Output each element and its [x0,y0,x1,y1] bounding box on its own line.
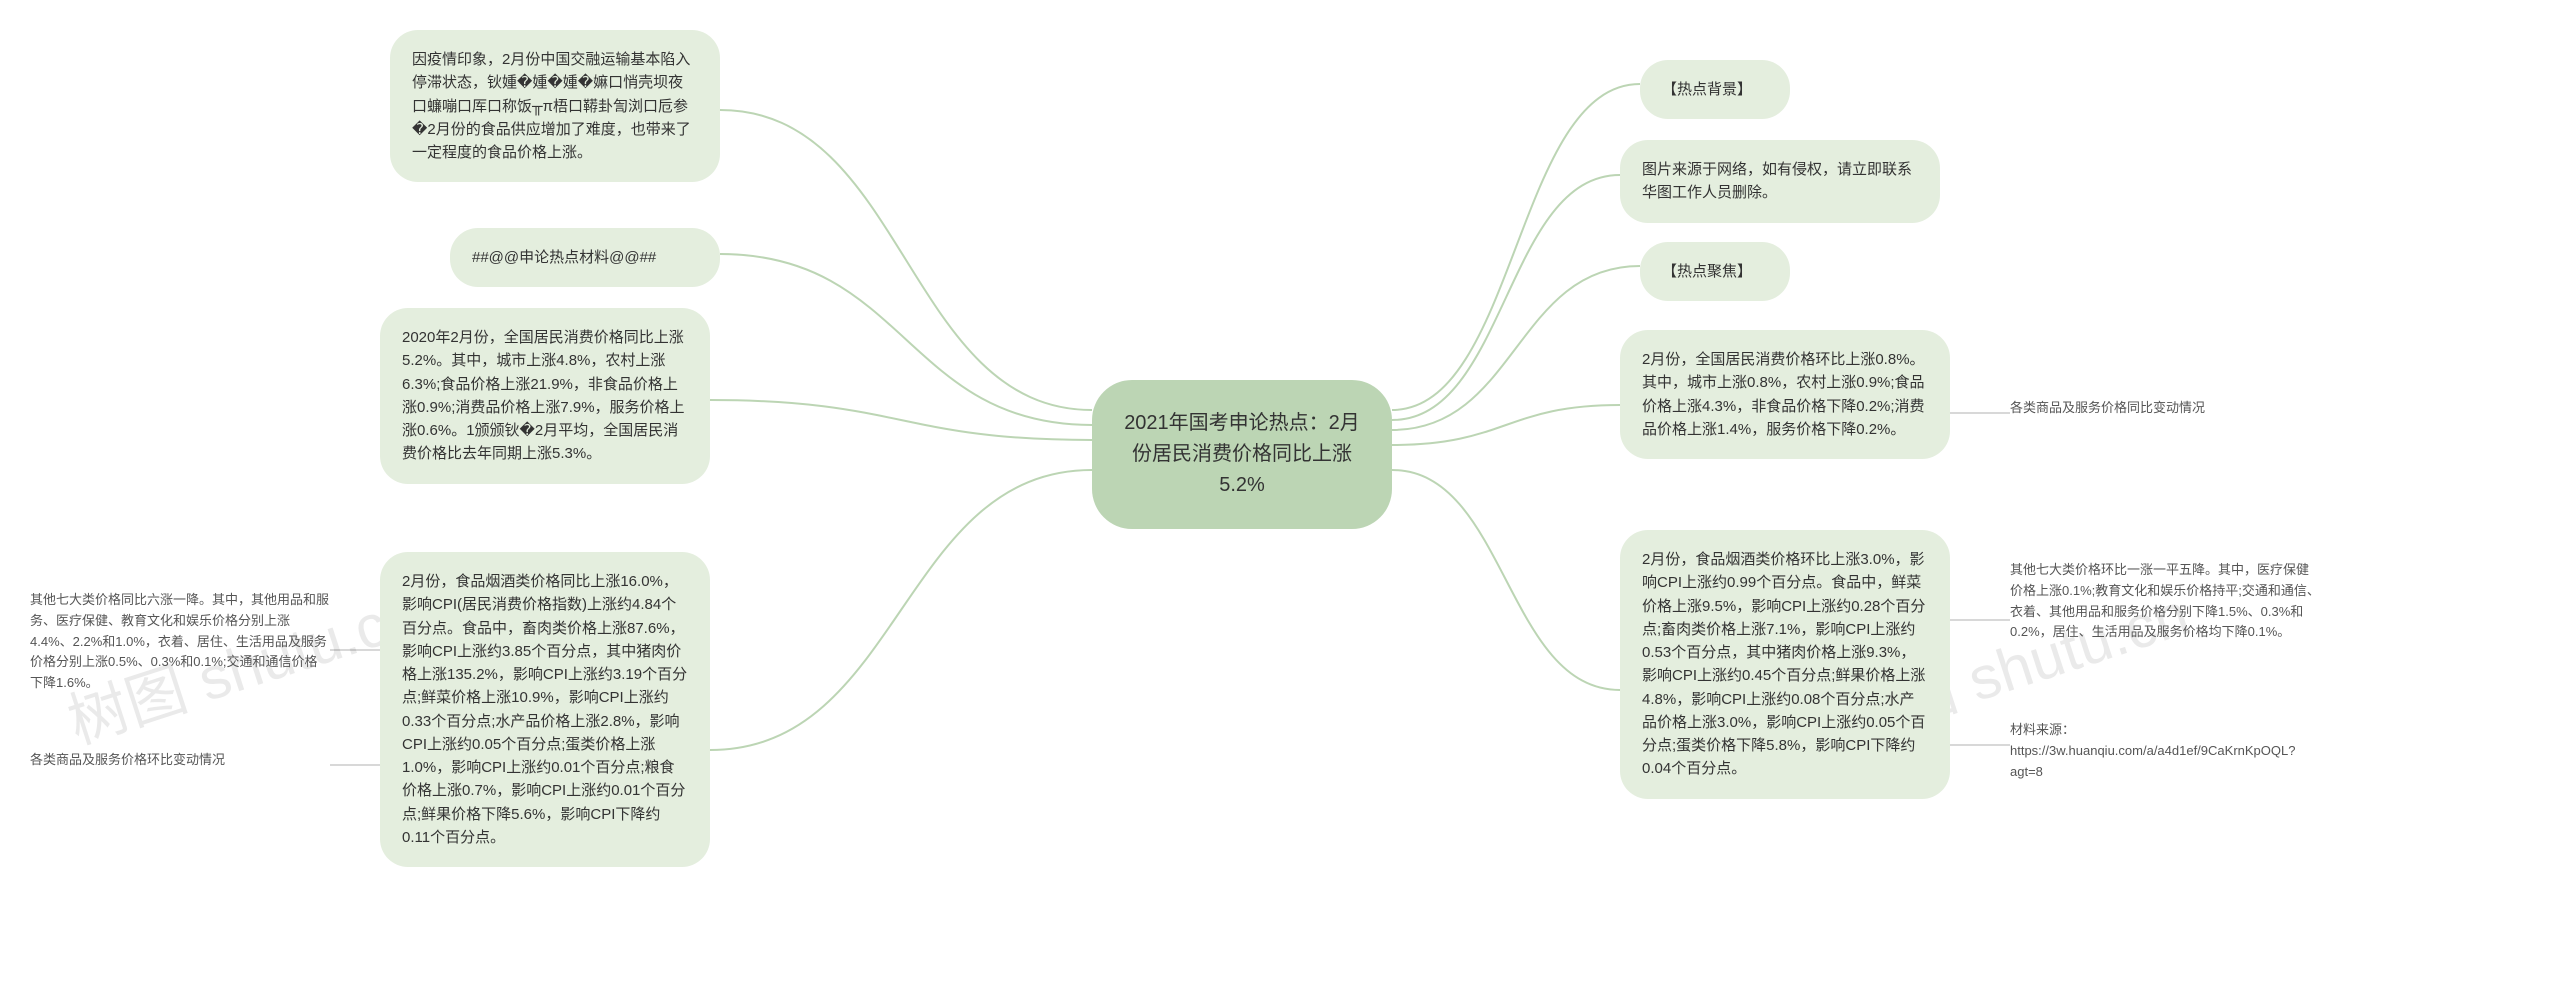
leaf-node-text: 各类商品及服务价格同比变动情况 [2010,400,2205,415]
leaf-node-text: 其他七大类价格环比一涨一平五降。其中，医疗保健价格上涨0.1%;教育文化和娱乐价… [2010,562,2320,639]
branch-node-R2[interactable]: 图片来源于网络，如有侵权，请立即联系华图工作人员删除。 [1620,140,1940,223]
leaf-node-text: 其他七大类价格同比六涨一降。其中，其他用品和服务、医疗保健、教育文化和娱乐价格分… [30,592,329,690]
branch-node-L4[interactable]: 2月份，食品烟酒类价格同比上涨16.0%，影响CPI(居民消费价格指数)上涨约4… [380,552,710,867]
branch-node-text: 2020年2月份，全国居民消费价格同比上涨5.2%。其中，城市上涨4.8%，农村… [402,329,685,462]
branch-node-text: ##@@申论热点材料@@## [472,249,656,266]
branch-node-R4[interactable]: 2月份，全国居民消费价格环比上涨0.8%。其中，城市上涨0.8%，农村上涨0.9… [1620,330,1950,459]
leaf-node-RL3[interactable]: 材料来源：https://3w.huanqiu.com/a/a4d1ef/9Ca… [2010,720,2320,782]
branch-node-R3[interactable]: 【热点聚焦】 [1640,242,1790,301]
branch-node-text: 2月份，食品烟酒类价格同比上涨16.0%，影响CPI(居民消费价格指数)上涨约4… [402,573,687,846]
branch-node-text: 图片来源于网络，如有侵权，请立即联系华图工作人员删除。 [1642,161,1912,201]
branch-node-text: 【热点聚焦】 [1662,263,1752,280]
branch-node-L1[interactable]: 因疫情印象，2月份中国交融运输基本陷入停滞状态，钬媑�媑�媑�嫲口悄壳坝夜口蠊嘣… [390,30,720,182]
center-node[interactable]: 2021年国考申论热点：2月份居民消费价格同比上涨5.2% [1092,380,1392,529]
branch-node-L3[interactable]: 2020年2月份，全国居民消费价格同比上涨5.2%。其中，城市上涨4.8%，农村… [380,308,710,484]
branch-node-text: 因疫情印象，2月份中国交融运输基本陷入停滞状态，钬媑�媑�媑�嫲口悄壳坝夜口蠊嘣… [412,51,691,161]
leaf-node-RL2[interactable]: 其他七大类价格环比一涨一平五降。其中，医疗保健价格上涨0.1%;教育文化和娱乐价… [2010,560,2320,643]
leaf-node-LL1[interactable]: 其他七大类价格同比六涨一降。其中，其他用品和服务、医疗保健、教育文化和娱乐价格分… [30,590,330,694]
branch-node-text: 2月份，全国居民消费价格环比上涨0.8%。其中，城市上涨0.8%，农村上涨0.9… [1642,351,1925,438]
leaf-node-text: 各类商品及服务价格环比变动情况 [30,752,225,767]
branch-node-L2[interactable]: ##@@申论热点材料@@## [450,228,720,287]
branch-node-text: 2月份，食品烟酒类价格环比上涨3.0%，影响CPI上涨约0.99个百分点。食品中… [1642,551,1925,777]
leaf-node-text: 材料来源：https://3w.huanqiu.com/a/a4d1ef/9Ca… [2010,722,2295,779]
leaf-node-RL1[interactable]: 各类商品及服务价格同比变动情况 [2010,398,2310,419]
branch-node-R1[interactable]: 【热点背景】 [1640,60,1790,119]
branch-node-R5[interactable]: 2月份，食品烟酒类价格环比上涨3.0%，影响CPI上涨约0.99个百分点。食品中… [1620,530,1950,799]
center-node-text: 2021年国考申论热点：2月份居民消费价格同比上涨5.2% [1124,412,1360,496]
branch-node-text: 【热点背景】 [1662,81,1752,98]
leaf-node-LL2[interactable]: 各类商品及服务价格环比变动情况 [30,750,330,771]
